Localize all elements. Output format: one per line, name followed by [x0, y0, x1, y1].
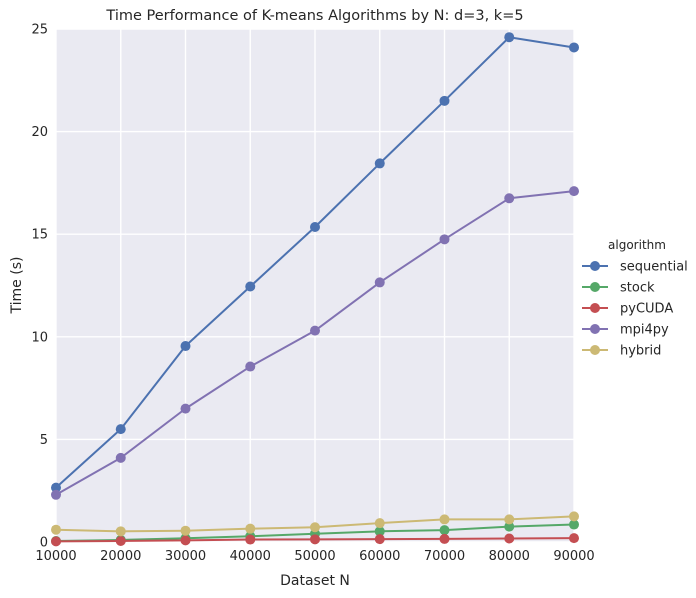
data-point — [115, 424, 126, 435]
data-point — [115, 526, 126, 537]
y-tick-label: 0 — [40, 536, 48, 551]
data-point — [310, 222, 320, 233]
data-point — [374, 534, 385, 545]
series-mpi4py — [51, 186, 579, 500]
y-tick-label: 25 — [31, 23, 48, 38]
data-point — [245, 534, 256, 545]
legend-label: sequential — [620, 260, 688, 275]
legend-label: stock — [620, 281, 655, 296]
legend-label: hybrid — [620, 344, 661, 359]
data-point — [439, 533, 450, 544]
legend: algorithm sequential stock pyCUDA mpi4py hyb… — [582, 238, 688, 359]
x-tick-label: 30000 — [165, 549, 206, 564]
data-point — [439, 234, 450, 245]
y-axis-tick-labels: 0 5 10 15 20 25 — [31, 23, 48, 551]
legend-label: mpi4py — [620, 323, 669, 338]
data-point — [374, 277, 385, 288]
series-layer — [51, 32, 579, 547]
legend-item-hybrid: hybrid — [582, 344, 661, 359]
data-point — [115, 452, 126, 463]
data-point — [374, 158, 385, 169]
y-tick-label: 15 — [31, 228, 48, 243]
data-point — [310, 325, 320, 336]
series-sequential — [51, 32, 579, 493]
data-point — [51, 524, 61, 535]
x-tick-label: 80000 — [489, 549, 530, 564]
data-point — [180, 525, 191, 536]
chart-title: Time Performance of K-means Algorithms b… — [105, 8, 523, 24]
y-tick-label: 5 — [40, 433, 48, 448]
y-tick-label: 10 — [31, 330, 48, 345]
x-axis-tick-labels: 10000 20000 30000 40000 50000 60000 70000 80000… — [35, 549, 594, 564]
data-point — [310, 522, 320, 533]
data-point — [504, 193, 515, 204]
grid — [55, 28, 575, 543]
data-point — [439, 525, 450, 536]
legend-item-stock: stock — [582, 281, 655, 296]
data-point — [180, 341, 191, 352]
legend-item-sequential: sequential — [582, 260, 688, 275]
data-point — [569, 42, 579, 53]
legend-item-mpi4py: mpi4py — [582, 323, 669, 338]
data-point — [504, 514, 515, 525]
x-tick-label: 20000 — [100, 549, 141, 564]
data-point — [115, 535, 126, 546]
x-tick-label: 40000 — [230, 549, 271, 564]
data-point — [504, 521, 515, 532]
data-point — [504, 533, 515, 544]
legend-swatch-marker — [590, 282, 600, 292]
legend-swatch-marker — [590, 324, 600, 334]
data-point — [51, 482, 61, 493]
legend-label: pyCUDA — [620, 302, 673, 317]
x-tick-label: 60000 — [359, 549, 400, 564]
data-point — [569, 533, 579, 544]
x-tick-label: 10000 — [35, 549, 76, 564]
series-pycuda — [51, 533, 579, 547]
data-point — [504, 32, 515, 43]
data-point — [569, 511, 579, 522]
y-axis-label: Time (s) — [9, 257, 25, 315]
data-point — [51, 489, 61, 500]
x-tick-label: 50000 — [294, 549, 335, 564]
legend-swatch-marker — [590, 345, 600, 355]
data-point — [374, 518, 385, 529]
legend-title: algorithm — [608, 238, 666, 252]
data-point — [310, 534, 320, 545]
x-axis-label: Dataset N — [280, 573, 350, 589]
x-tick-label: 70000 — [424, 549, 465, 564]
legend-items: sequential stock pyCUDA mpi4py hybrid — [582, 260, 688, 359]
data-point — [569, 519, 579, 530]
series-hybrid — [51, 511, 579, 537]
data-point — [245, 361, 256, 372]
legend-item-pycuda: pyCUDA — [582, 302, 673, 317]
y-tick-label: 20 — [31, 125, 48, 140]
data-point — [374, 526, 385, 537]
data-point — [51, 536, 61, 547]
data-point — [245, 523, 256, 534]
data-point — [569, 186, 579, 197]
legend-swatch-marker — [590, 303, 600, 313]
x-tick-label: 90000 — [553, 549, 594, 564]
legend-swatch-marker — [590, 261, 600, 271]
data-point — [245, 281, 256, 292]
data-point — [439, 95, 450, 106]
data-point — [180, 403, 191, 414]
data-point — [439, 514, 450, 525]
data-point — [180, 535, 191, 546]
